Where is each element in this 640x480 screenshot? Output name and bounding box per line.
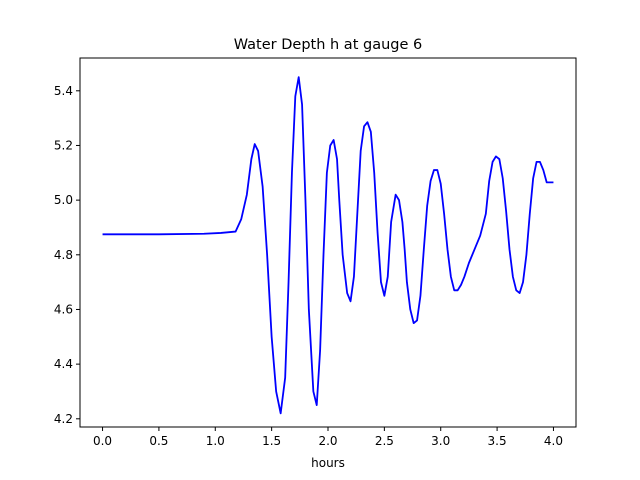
- x-tick-label: 3.5: [488, 434, 507, 448]
- y-tick-label: 4.2: [54, 412, 73, 426]
- x-tick-label: 1.0: [206, 434, 225, 448]
- y-tick-label: 4.4: [54, 357, 73, 371]
- y-axis-ticks: 4.2 4.4 4.6 4.8 5.0 5.2 5.4: [54, 84, 80, 426]
- plot-frame: [79, 57, 577, 428]
- x-axis-ticks: 0.0 0.5 1.0 1.5 2.0 2.5 3.0 3.5 4.0: [93, 427, 563, 448]
- chart-title: Water Depth h at gauge 6: [234, 37, 422, 53]
- x-tick-label: 3.0: [431, 434, 450, 448]
- y-tick-label: 5.4: [54, 84, 73, 98]
- x-tick-label: 1.5: [262, 434, 281, 448]
- series-line-0: [102, 76, 554, 415]
- x-tick-label: 0.5: [149, 434, 168, 448]
- x-axis-label: hours: [311, 456, 345, 470]
- y-tick-label: 5.2: [54, 138, 73, 152]
- x-tick-label: 0.0: [93, 434, 112, 448]
- y-tick-label: 4.6: [54, 302, 73, 316]
- x-tick-label: 4.0: [544, 434, 563, 448]
- y-tick-label: 4.8: [54, 248, 73, 262]
- x-tick-label: 2.5: [375, 434, 394, 448]
- y-tick-label: 5.0: [54, 193, 73, 207]
- plot-area: [79, 57, 577, 428]
- x-tick-label: 2.0: [318, 434, 337, 448]
